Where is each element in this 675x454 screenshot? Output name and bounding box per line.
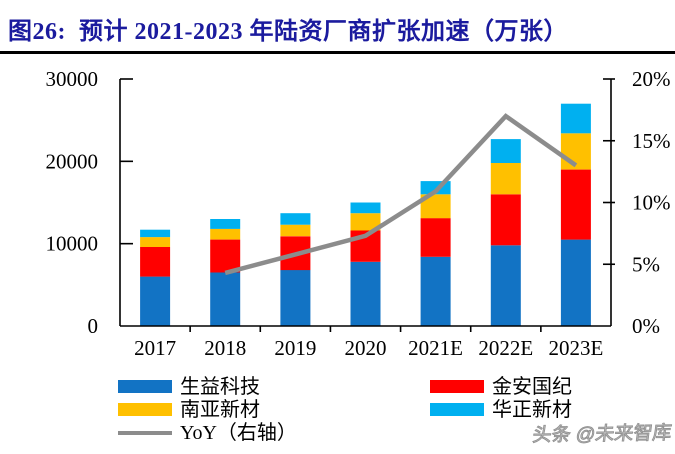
x-axis-category-label: 2020 [345,336,387,360]
right-axis-tick-label: 20% [632,67,671,91]
right-axis-tick-label: 0% [632,314,660,338]
bar-segment-2023E-金安国纪 [560,169,591,240]
legend-color-swatch [430,380,484,393]
bar-segment-2022E-南亚新材 [490,163,521,195]
right-axis-tick-label: 15% [632,129,671,153]
bar-segment-2020-南亚新材 [350,213,381,231]
bar-segment-2020-华正新材 [350,202,381,214]
yoy-line [224,113,578,276]
x-axis-category-label: 2018 [204,336,246,360]
bar-segment-2021E-金安国纪 [420,218,451,257]
bar-segment-2018-金安国纪 [210,239,241,273]
left-axis-tick-label: 30000 [46,67,99,91]
bar-segment-2019-华正新材 [280,213,311,225]
chart-legend: 生益科技 金安国纪南亚新材 华正新材 YoY（右轴） [118,375,572,444]
x-axis-category-label: 2019 [274,336,316,360]
bar-segment-2021E-生益科技 [420,256,451,326]
title-divider [0,51,675,54]
x-axis-category-label: 2021E [408,336,463,360]
legend-color-swatch [118,380,172,393]
bar-segment-2019-南亚新材 [280,224,311,237]
watermark: 头条 @未来智库 [531,422,673,447]
bar-segment-2018-生益科技 [210,272,241,326]
legend-color-swatch [118,403,172,416]
legend-item-1: 金安国纪 [430,375,572,398]
bar-segment-2021E-南亚新材 [420,194,451,219]
figure-title: 图26: 预计 2021-2023 年陆资厂商扩张加速（万张） [8,19,568,45]
bar-segment-2023E-华正新材 [560,103,591,134]
bar-segment-2019-生益科技 [280,270,311,326]
x-axis-category-label: 2023E [548,336,603,360]
left-axis-tick-label: 20000 [46,149,99,173]
right-axis-tick-label: 5% [632,252,660,276]
legend-label: 华正新材 [492,398,572,421]
x-axis-category-label: 2022E [478,336,533,360]
legend-item-2: 南亚新材 [118,398,430,421]
bar-segment-2017-南亚新材 [140,237,171,247]
legend-item-3: 华正新材 [430,398,572,421]
legend-color-swatch [430,403,484,416]
bar-segment-2018-华正新材 [210,219,241,229]
legend-label: YoY（右轴） [180,421,297,444]
bar-segment-2017-金安国纪 [140,247,171,277]
bar-segment-2022E-生益科技 [490,245,521,326]
bar-segment-2020-生益科技 [350,261,381,326]
legend-item-0: 生益科技 [118,375,430,398]
legend-label: 南亚新材 [180,398,260,421]
legend-label: 金安国纪 [492,375,572,398]
bar-segment-2022E-金安国纪 [490,194,521,246]
bar-segment-2018-南亚新材 [210,228,241,240]
bar-segment-2022E-华正新材 [490,139,521,163]
bar-segment-2017-华正新材 [140,229,171,238]
x-axis-category-label: 2017 [134,336,176,360]
right-axis-tick-label: 10% [632,191,671,215]
left-axis-tick-label: 10000 [46,232,99,256]
legend-item-4: YoY（右轴） [118,421,430,444]
bar-segment-2023E-生益科技 [560,239,591,326]
left-axis-tick-label: 0 [88,314,99,338]
legend-line-marker [118,430,172,435]
bar-segment-2017-生益科技 [140,276,171,326]
legend-label: 生益科技 [180,375,260,398]
